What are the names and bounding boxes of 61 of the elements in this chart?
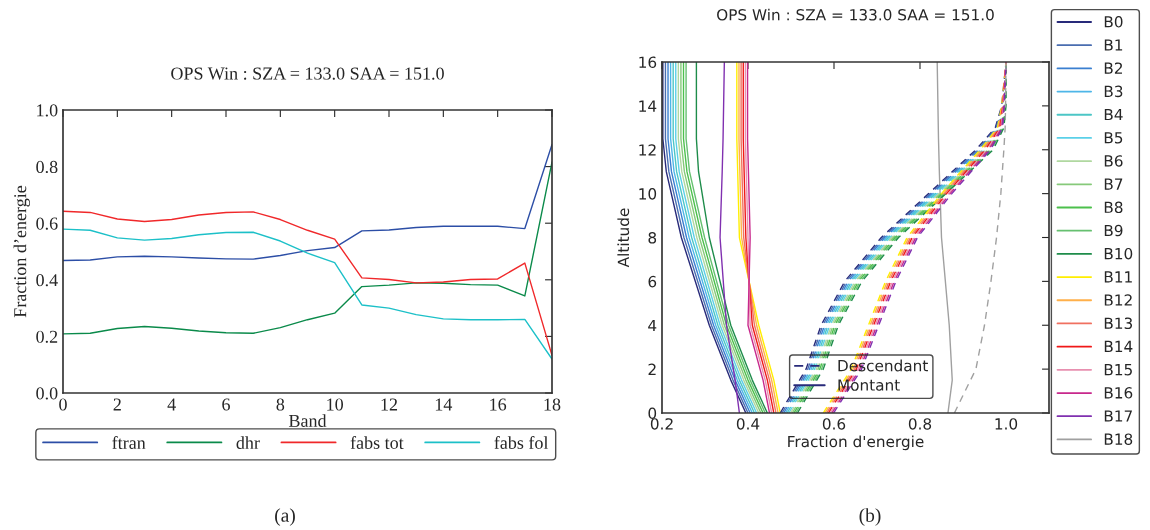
legend-label: B11 xyxy=(1104,271,1132,283)
legend-label: B18 xyxy=(1104,433,1133,445)
x-tick-label: 12 xyxy=(381,398,398,411)
x-tick-label: 0.8 xyxy=(908,418,932,430)
legend-label: B0 xyxy=(1104,16,1123,28)
legend-label: B17 xyxy=(1104,410,1132,422)
legend-label: B2 xyxy=(1104,62,1122,74)
legend-label: B9 xyxy=(1104,224,1123,237)
x-tick-label: 14 xyxy=(435,398,453,411)
annotation: Descendant xyxy=(838,359,928,372)
y-tick-label: 0.8 xyxy=(36,160,58,174)
y-tick-label: 0.6 xyxy=(36,217,58,230)
y-tick-label: 12 xyxy=(639,144,656,156)
y-tick-label: 0.2 xyxy=(36,330,58,343)
y-tick-label: 2 xyxy=(648,363,656,375)
y-tick-label: 10 xyxy=(639,188,657,200)
legend-label: B7 xyxy=(1104,178,1123,190)
x-axis-title: Fraction d'energie xyxy=(788,435,924,451)
legend-label: B12 xyxy=(1104,294,1132,306)
y-tick-label: 4 xyxy=(648,319,657,332)
legend-label: ftran xyxy=(112,436,146,449)
x-tick-label: 18 xyxy=(544,398,561,411)
y-axis-title: Fraction d’energie xyxy=(13,185,31,318)
y-tick-label: 8 xyxy=(648,231,657,244)
x-tick-label: 2 xyxy=(113,398,121,411)
x-tick-label: 10 xyxy=(327,398,344,411)
chart-title: OPS Win : SZA = 133.0 SAA = 151.0 xyxy=(171,67,444,80)
x-tick-label: 1.0 xyxy=(995,418,1018,430)
y-tick-label: 0.0 xyxy=(36,387,58,400)
y-tick-label: 1.0 xyxy=(37,104,58,117)
y-tick-label: 16 xyxy=(639,56,657,69)
y-tick-label: 6 xyxy=(648,275,657,288)
x-tick-label: 16 xyxy=(490,398,507,411)
legend-label: B16 xyxy=(1104,387,1133,399)
legend-label: dhr xyxy=(236,436,260,449)
y-tick-label: 0.4 xyxy=(36,274,58,287)
legend-label: B10 xyxy=(1104,247,1133,260)
legend-label: fabs fol xyxy=(494,436,549,449)
legend-label: B1 xyxy=(1104,39,1123,51)
x-axis-title: Band xyxy=(288,414,327,427)
legend-label: B3 xyxy=(1104,85,1123,98)
x-tick-label: 0.4 xyxy=(736,418,760,430)
text: (b) xyxy=(859,508,881,526)
x-tick-label: 6 xyxy=(222,398,230,411)
legend-label: B6 xyxy=(1104,155,1123,167)
legend-label: B13 xyxy=(1104,317,1133,330)
x-tick-label: 4 xyxy=(167,398,176,411)
x-tick-label: 0 xyxy=(59,398,67,411)
legend-label: B15 xyxy=(1104,364,1132,376)
legend-label: B8 xyxy=(1104,201,1123,214)
annotation: Montant xyxy=(838,379,900,391)
legend-label: fabs tot xyxy=(350,436,404,449)
chart-title: OPS Win : SZA = 133.0 SAA = 151.0 xyxy=(717,8,994,21)
legend-label: B5 xyxy=(1104,132,1123,144)
text: (a) xyxy=(275,508,295,526)
x-tick-label: 8 xyxy=(276,398,285,411)
legend-label: B14 xyxy=(1104,340,1133,352)
y-axis-title: Altitude xyxy=(617,208,630,268)
x-tick-label: 0.6 xyxy=(822,418,846,430)
legend-label: B4 xyxy=(1104,108,1123,121)
y-tick-label: 14 xyxy=(639,100,657,112)
